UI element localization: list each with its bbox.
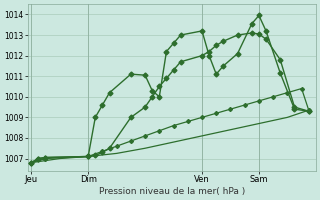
X-axis label: Pression niveau de la mer( hPa ): Pression niveau de la mer( hPa ) <box>99 187 245 196</box>
